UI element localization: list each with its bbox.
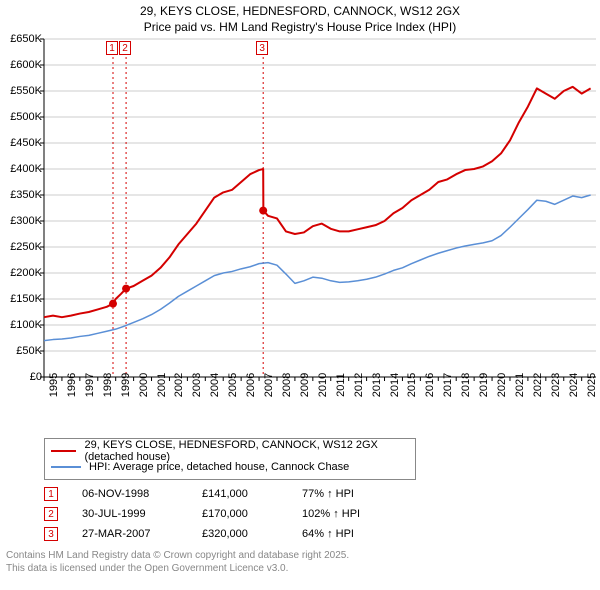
sale-marker-badge: 3 [256, 41, 268, 55]
footer-line-2: This data is licensed under the Open Gov… [6, 563, 596, 576]
sale-row-badge: 2 [44, 507, 58, 521]
x-tick-label: 2020 [496, 373, 508, 397]
sale-row-delta: 102% ↑ HPI [302, 508, 402, 520]
x-tick-label: 2011 [335, 373, 347, 397]
x-tick-label: 2022 [532, 373, 544, 397]
x-tick-label: 2014 [389, 373, 401, 397]
y-tick-label: £600K [2, 59, 42, 71]
sales-table: 1 06-NOV-1998£141,00077% ↑ HPI 2 30-JUL-199… [44, 484, 590, 544]
x-tick-label: 2004 [209, 373, 221, 397]
sale-row-date: 06-NOV-1998 [82, 488, 202, 500]
y-tick-label: £100K [2, 319, 42, 331]
legend: 29, KEYS CLOSE, HEDNESFORD, CANNOCK, WS1… [44, 438, 416, 480]
x-tick-label: 2000 [138, 373, 150, 397]
chart-area: £0 £50K £100K £150K £200K £250K £300K £350K £400… [0, 37, 600, 432]
x-tick-label: 2024 [568, 373, 580, 397]
x-tick-label: 2009 [299, 373, 311, 397]
chart-container: 29, KEYS CLOSE, HEDNESFORD, CANNOCK, WS1… [0, 0, 600, 590]
y-tick-label: £400K [2, 163, 42, 175]
x-tick-label: 1998 [102, 373, 114, 397]
title-line-1: 29, KEYS CLOSE, HEDNESFORD, CANNOCK, WS1… [0, 4, 600, 20]
x-tick-label: 2003 [191, 373, 203, 397]
y-tick-label: £150K [2, 293, 42, 305]
y-tick-label: £500K [2, 111, 42, 123]
x-tick-label: 2013 [371, 373, 383, 397]
x-tick-label: 2025 [586, 373, 598, 397]
sale-row-date: 27-MAR-2007 [82, 528, 202, 540]
x-tick-label: 2021 [514, 373, 526, 397]
x-tick-label: 2005 [227, 373, 239, 397]
y-tick-label: £0 [2, 371, 42, 383]
x-tick-label: 1995 [48, 373, 60, 397]
sale-row: 2 30-JUL-1999£170,000102% ↑ HPI [44, 504, 590, 524]
sale-row-badge: 1 [44, 487, 58, 501]
x-tick-label: 2007 [263, 373, 275, 397]
title-line-2: Price paid vs. HM Land Registry's House … [0, 20, 600, 36]
sale-row-badge: 3 [44, 527, 58, 541]
sale-row-price: £320,000 [202, 528, 302, 540]
x-tick-label: 1996 [66, 373, 78, 397]
x-tick-label: 2015 [406, 373, 418, 397]
x-tick-label: 2016 [424, 373, 436, 397]
y-tick-label: £350K [2, 189, 42, 201]
y-tick-label: £650K [2, 33, 42, 45]
x-tick-label: 2017 [442, 373, 454, 397]
x-tick-label: 2018 [460, 373, 472, 397]
sale-row-date: 30-JUL-1999 [82, 508, 202, 520]
footer-line-1: Contains HM Land Registry data © Crown c… [6, 550, 596, 563]
y-tick-label: £300K [2, 215, 42, 227]
x-tick-label: 2006 [245, 373, 257, 397]
legend-swatch [51, 450, 76, 452]
attribution-footer: Contains HM Land Registry data © Crown c… [6, 550, 596, 575]
x-tick-label: 2001 [156, 373, 168, 397]
y-tick-label: £450K [2, 137, 42, 149]
sale-marker-badge: 1 [106, 41, 118, 55]
legend-label: HPI: Average price, detached house, Cann… [89, 461, 349, 473]
legend-row: 29, KEYS CLOSE, HEDNESFORD, CANNOCK, WS1… [51, 443, 409, 459]
y-tick-label: £200K [2, 267, 42, 279]
y-tick-label: £250K [2, 241, 42, 253]
y-tick-label: £50K [2, 345, 42, 357]
sale-row-price: £170,000 [202, 508, 302, 520]
sale-row: 1 06-NOV-1998£141,00077% ↑ HPI [44, 484, 590, 504]
sale-row-delta: 64% ↑ HPI [302, 528, 402, 540]
sale-row: 3 27-MAR-2007£320,00064% ↑ HPI [44, 524, 590, 544]
x-tick-label: 1997 [84, 373, 96, 397]
legend-swatch [51, 466, 81, 468]
x-tick-label: 2008 [281, 373, 293, 397]
x-tick-label: 2019 [478, 373, 490, 397]
x-tick-label: 1999 [120, 373, 132, 397]
x-tick-label: 2012 [353, 373, 365, 397]
x-tick-label: 2010 [317, 373, 329, 397]
sale-row-delta: 77% ↑ HPI [302, 488, 402, 500]
sale-marker-badge: 2 [119, 41, 131, 55]
sale-row-price: £141,000 [202, 488, 302, 500]
title-block: 29, KEYS CLOSE, HEDNESFORD, CANNOCK, WS1… [0, 0, 600, 37]
x-tick-label: 2023 [550, 373, 562, 397]
x-tick-label: 2002 [173, 373, 185, 397]
legend-label: 29, KEYS CLOSE, HEDNESFORD, CANNOCK, WS1… [84, 439, 409, 463]
y-tick-label: £550K [2, 85, 42, 97]
